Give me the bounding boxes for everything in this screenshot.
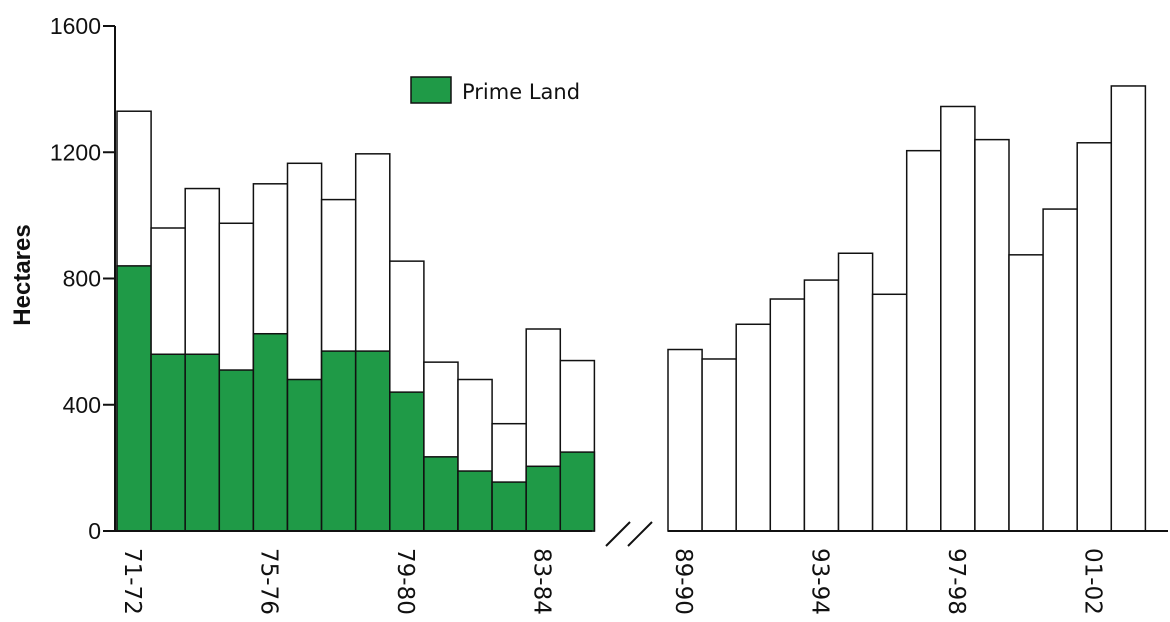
bar-prime-75-76 xyxy=(252,332,289,532)
y-tick-label: 1600 xyxy=(50,13,101,39)
bar-prime-74-75 xyxy=(218,369,255,532)
legend: Prime Land xyxy=(410,76,580,104)
bar-total-98-99 xyxy=(974,138,1010,532)
y-tick-label: 0 xyxy=(88,518,101,544)
y-tick-label: 400 xyxy=(63,392,101,418)
x-tick-label-83-84: 83-84 xyxy=(528,548,554,615)
bar-total-00-01 xyxy=(1042,208,1078,532)
x-tick-label-93-94: 93-94 xyxy=(806,548,832,615)
legend-swatch-prime-land xyxy=(410,76,452,104)
bar-prime-83-84 xyxy=(525,465,562,532)
bar-prime-84-85 xyxy=(559,451,596,532)
y-tick-label: 1200 xyxy=(50,139,101,165)
bar-prime-80-81 xyxy=(423,456,459,532)
y-axis: 0 400 800 1200 1600 xyxy=(50,13,116,544)
bars xyxy=(116,85,1147,532)
bar-prime-77-78 xyxy=(320,350,357,532)
bar-prime-81-82 xyxy=(457,470,493,532)
bar-total-99-00 xyxy=(1008,254,1044,532)
axis-break-mark xyxy=(605,521,653,547)
bar-total-94-95 xyxy=(837,252,874,532)
x-axis: 71-72 75-76 79-80 83-84 89-90 93-94 97-98 01-02 xyxy=(115,521,1168,615)
bar-total-91-92 xyxy=(735,323,772,532)
bar-total-96-97 xyxy=(905,149,942,532)
bar-total-89-90 xyxy=(667,348,703,532)
legend-label-prime-land: Prime Land xyxy=(462,80,580,104)
x-tick-label-89-90: 89-90 xyxy=(670,548,696,615)
x-tick-label-71-72: 71-72 xyxy=(119,548,145,615)
bar-total-90-91 xyxy=(701,358,737,532)
x-tick-label-79-80: 79-80 xyxy=(392,548,418,615)
bar-prime-82-83 xyxy=(491,481,527,532)
bar-total-02-03 xyxy=(1110,85,1147,532)
y-tick-label: 800 xyxy=(63,266,101,292)
bar-total-97-98 xyxy=(940,105,976,532)
bar-prime-73-74 xyxy=(184,353,221,532)
bar-prime-72-73 xyxy=(150,353,186,532)
bar-total-93-94 xyxy=(803,279,840,532)
bar-prime-76-77 xyxy=(286,378,323,532)
bar-total-01-02 xyxy=(1076,142,1113,532)
bar-prime-78-79 xyxy=(354,350,391,532)
y-axis-title: Hectares xyxy=(9,224,36,325)
x-tick-label-75-76: 75-76 xyxy=(255,548,281,615)
bar-prime-71-72 xyxy=(116,265,152,532)
x-tick-label-01-02: 01-02 xyxy=(1079,548,1105,615)
x-tick-label-97-98: 97-98 xyxy=(943,548,969,615)
bar-total-92-93 xyxy=(769,298,806,532)
bar-total-95-96 xyxy=(871,293,908,532)
bar-prime-79-80 xyxy=(389,391,425,532)
